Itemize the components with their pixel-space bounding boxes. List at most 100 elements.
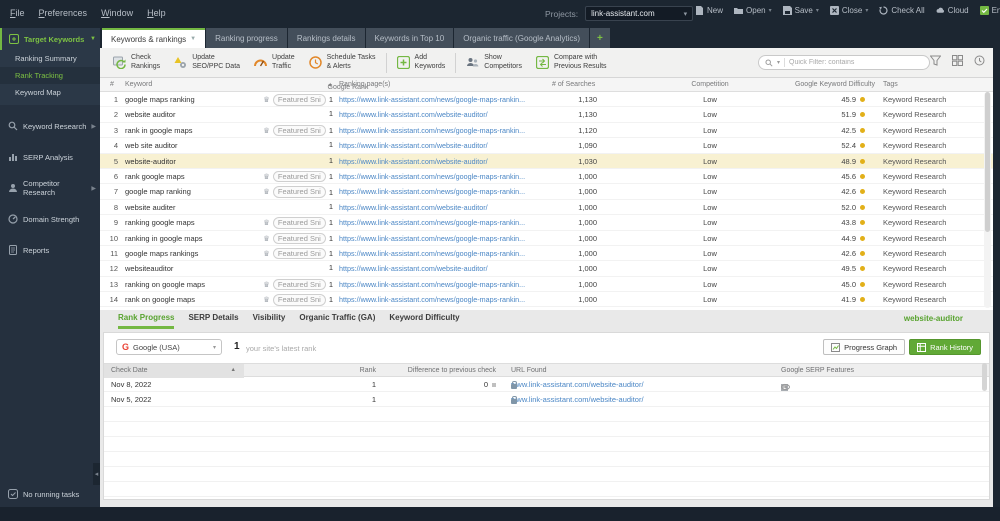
- person-icon: [9, 184, 17, 192]
- sidebar-item-serp-analysis[interactable]: SERP Analysis: [0, 147, 100, 167]
- check-rankings-button[interactable]: Check Rankings: [106, 50, 167, 76]
- ranking-page-link[interactable]: https://www.link-assistant.com/news/goog…: [339, 279, 526, 289]
- difficulty-cell: 49.5: [740, 264, 865, 273]
- scrollbar-thumb[interactable]: [985, 92, 990, 232]
- enterprise-license-button[interactable]: Enterprise License: [979, 6, 1000, 15]
- add-keywords-button[interactable]: Add Keywords: [390, 50, 453, 76]
- rank-progress-controls: G Google (USA) ▾ 1 your site's latest ra…: [104, 333, 989, 361]
- tab-ranking-progress[interactable]: Ranking progress: [206, 28, 287, 48]
- rank-history-table: Check Date ▲ Rank Difference to previous …: [104, 363, 989, 499]
- tab-keywords-in-top-10[interactable]: Keywords in Top 10: [365, 28, 454, 48]
- compare-previous-button[interactable]: Compare with Previous Results: [529, 50, 614, 76]
- menu-help[interactable]: Help: [147, 8, 166, 18]
- save-project-button[interactable]: Save ▾: [782, 6, 819, 15]
- schedule-tasks-button[interactable]: Schedule Tasks & Alerts: [302, 50, 383, 76]
- ranking-page-link[interactable]: https://www.link-assistant.com/website-a…: [339, 110, 488, 120]
- selected-keyword-label: website-auditor: [903, 314, 963, 323]
- keyword-row[interactable]: 1 google maps ranking ♛ Featured Sni 1 https:…: [100, 92, 993, 108]
- searches-cell: 1,000: [578, 279, 597, 289]
- competition-cell: Low: [703, 233, 717, 243]
- project-select[interactable]: link-assistant.com ▾: [585, 6, 694, 21]
- sidebar-item-domain-strength[interactable]: Domain Strength: [0, 209, 100, 229]
- url-found-link[interactable]: www.link-assistant.com/website-auditor/: [511, 395, 644, 404]
- open-project-button[interactable]: Open ▾: [734, 6, 772, 15]
- keyword-row[interactable]: 10 ranking in google maps ♛ Featured Sni 1 ht…: [100, 230, 993, 246]
- url-found-link[interactable]: www.link-assistant.com/website-auditor/: [511, 380, 644, 389]
- featured-snippet-badge: Featured Sni: [272, 247, 326, 260]
- tab-serp-details[interactable]: SERP Details: [188, 313, 239, 322]
- difficulty-dot-icon: [860, 204, 865, 210]
- difficulty-cell: 45.0: [740, 280, 865, 289]
- sidebar-item-target-keywords[interactable]: Target Keywords ▼: [0, 28, 100, 50]
- close-project-button[interactable]: Close ▾: [829, 6, 868, 15]
- tab-keywords-rankings[interactable]: Keywords & rankings ▼: [102, 28, 206, 48]
- difficulty-dot-icon: [860, 220, 865, 226]
- history-clock-icon[interactable]: [974, 55, 985, 66]
- sidebar-item-keyword-research[interactable]: Keyword Research ▶: [0, 116, 100, 136]
- keyword-row[interactable]: 9 ranking google maps ♛ Featured Sni 1 https:…: [100, 215, 993, 231]
- menu-file[interactable]: File: [10, 8, 25, 18]
- ranking-page-link[interactable]: https://www.link-assistant.com/website-a…: [339, 264, 488, 274]
- history-row-empty: [104, 437, 989, 452]
- ranking-page-link[interactable]: https://www.link-assistant.com/news/goog…: [339, 248, 526, 258]
- keyword-row[interactable]: 2 website auditor 1 https://www.link-assist…: [100, 107, 993, 123]
- sidebar-item-rank-tracking[interactable]: Rank Tracking: [0, 67, 100, 84]
- tab-organic-traffic[interactable]: Organic traffic (Google Analytics): [454, 28, 589, 48]
- keyword-row[interactable]: 12 websiteauditor 1 https://www.link-assist…: [100, 261, 993, 277]
- sidebar-item-reports[interactable]: Reports: [0, 240, 100, 260]
- sidebar-item-ranking-summary[interactable]: Ranking Summary: [15, 54, 77, 63]
- show-competitors-button[interactable]: Show Competitors: [459, 50, 529, 76]
- difficulty-cell: 45.6: [740, 172, 865, 181]
- add-workspace-tab-button[interactable]: +: [589, 28, 610, 48]
- vertical-scrollbar[interactable]: [982, 363, 988, 423]
- ranking-page-link[interactable]: https://www.link-assistant.com/website-a…: [339, 141, 488, 151]
- sidebar-collapse-handle[interactable]: ◂: [93, 463, 100, 485]
- keyword-row[interactable]: 3 rank in google maps ♛ Featured Sni 1 https:…: [100, 122, 993, 139]
- filter-icon[interactable]: [930, 55, 941, 66]
- new-project-button[interactable]: New: [695, 6, 723, 15]
- scrollbar-thumb[interactable]: [982, 363, 987, 391]
- cloud-button[interactable]: Cloud: [936, 6, 969, 15]
- ranking-page-link[interactable]: https://www.link-assistant.com/news/goog…: [339, 125, 526, 135]
- tab-rankings-details[interactable]: Rankings details: [287, 28, 365, 48]
- sidebar-item-competitor-research[interactable]: Competitor Research ▶: [0, 178, 100, 198]
- tab-organic-traffic-ga[interactable]: Organic Traffic (GA): [299, 313, 376, 322]
- keyword-row[interactable]: 13 ranking on google maps ♛ Featured Sni 1 ht…: [100, 276, 993, 293]
- tab-rank-progress[interactable]: Rank Progress: [118, 313, 175, 329]
- keyword-row[interactable]: 4 web site auditor 1 https://www.link-assis…: [100, 138, 993, 154]
- keyword-row[interactable]: 5 website-auditor 1 https://www.link-assist…: [100, 153, 993, 169]
- tab-visibility[interactable]: Visibility: [252, 313, 286, 322]
- rank-history-button[interactable]: Rank History: [909, 339, 981, 355]
- ranking-page-link[interactable]: https://www.link-assistant.com/news/goog…: [339, 171, 526, 181]
- ranking-page-link[interactable]: https://www.link-assistant.com/website-a…: [339, 156, 488, 166]
- keyword-row[interactable]: 11 google maps rankings ♛ Featured Sni 1 http…: [100, 245, 993, 262]
- google-rank-cell: 1: [329, 109, 333, 118]
- chevron-down-icon[interactable]: ▾: [777, 60, 781, 66]
- menu-preferences[interactable]: Preferences: [38, 8, 88, 18]
- ranking-page-link[interactable]: https://www.link-assistant.com/news/goog…: [339, 95, 526, 104]
- search-engine-select[interactable]: G Google (USA) ▾: [116, 339, 222, 355]
- ranking-page-link[interactable]: https://www.link-assistant.com/news/goog…: [339, 233, 526, 243]
- quick-filter-input[interactable]: [789, 59, 923, 66]
- vertical-scrollbar[interactable]: [984, 92, 991, 308]
- keyword-row[interactable]: 7 google map ranking ♛ Featured Sni 1 https:/…: [100, 184, 993, 200]
- sidebar-item-keyword-map[interactable]: Keyword Map: [15, 88, 61, 97]
- progress-graph-button[interactable]: Progress Graph: [823, 339, 906, 355]
- keyword-row[interactable]: 8 website auditer 1 https://www.link-assist…: [100, 199, 993, 216]
- history-row[interactable]: Nov 5, 2022 1 www.link-assistant.com/websi…: [104, 392, 989, 407]
- ranking-page-link[interactable]: https://www.link-assistant.com/news/goog…: [339, 187, 526, 197]
- tab-keyword-difficulty[interactable]: Keyword Difficulty: [389, 313, 460, 322]
- ranking-page-link[interactable]: https://www.link-assistant.com/website-a…: [339, 202, 488, 212]
- update-traffic-button[interactable]: Update Traffic: [247, 50, 302, 76]
- keyword-row[interactable]: 6 rank google maps ♛ Featured Sni 1 https://w…: [100, 168, 993, 185]
- check-all-button[interactable]: Check All: [879, 6, 925, 15]
- columns-icon[interactable]: [952, 55, 963, 66]
- ranking-page-link[interactable]: https://www.link-assistant.com/news/goog…: [339, 295, 526, 305]
- keyword-row[interactable]: 14 rank on google maps ♛ Featured Sni 1 https…: [100, 292, 993, 308]
- google-rank-cell: ♛ Featured Sni 1: [263, 170, 333, 183]
- menu-window[interactable]: Window: [101, 8, 134, 18]
- update-seo-ppc-button[interactable]: Update SEO/PPC Data: [167, 50, 247, 76]
- history-row[interactable]: Nov 8, 2022 1 0 www.link-assistant.com/webs…: [104, 377, 989, 392]
- google-rank-cell: ♛ Featured Sni 1: [263, 278, 333, 291]
- ranking-page-link[interactable]: https://www.link-assistant.com/news/goog…: [339, 218, 526, 228]
